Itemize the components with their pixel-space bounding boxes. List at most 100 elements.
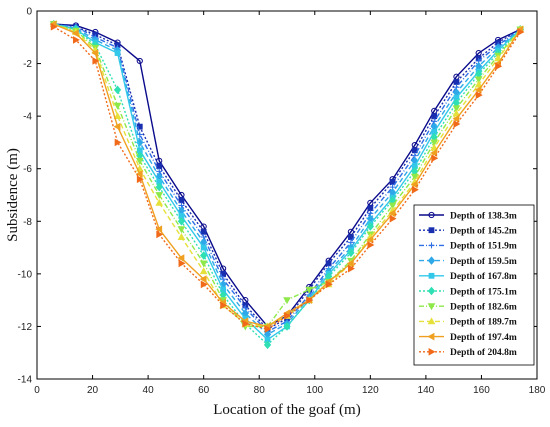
x-axis-title: Location of the goaf (m) bbox=[213, 402, 360, 418]
x-tick-label: 160 bbox=[473, 385, 490, 396]
data-point bbox=[410, 173, 419, 181]
data-point bbox=[199, 267, 208, 275]
data-point bbox=[452, 114, 460, 123]
data-point bbox=[388, 202, 397, 210]
data-point bbox=[199, 260, 208, 268]
data-point bbox=[495, 62, 503, 71]
data-point bbox=[50, 22, 58, 31]
legend-label: Depth of 151.9m bbox=[450, 242, 517, 252]
data-point bbox=[431, 113, 438, 120]
y-tick-label: -6 bbox=[23, 164, 32, 175]
data-point bbox=[517, 28, 525, 36]
data-point bbox=[92, 57, 100, 65]
legend-swatch-marker bbox=[427, 332, 435, 341]
y-axis-title: Subsidence (m) bbox=[5, 148, 21, 242]
data-point bbox=[177, 226, 186, 234]
legend-swatch-marker bbox=[428, 272, 435, 279]
data-point bbox=[200, 244, 207, 251]
data-point bbox=[136, 175, 144, 184]
legend-label: Depth of 159.5m bbox=[450, 257, 517, 267]
data-point bbox=[177, 254, 185, 262]
x-tick-label: 20 bbox=[87, 385, 99, 396]
legend-entry: Depth of 138.3m bbox=[419, 211, 517, 221]
x-tick-label: 140 bbox=[418, 385, 435, 396]
data-point bbox=[306, 296, 314, 304]
legend-label: Depth of 175.1m bbox=[450, 287, 517, 297]
legend-label: Depth of 204.8m bbox=[450, 348, 517, 358]
data-point bbox=[242, 319, 250, 328]
data-point bbox=[156, 230, 164, 239]
series-layer bbox=[49, 19, 525, 350]
data-point bbox=[178, 259, 186, 268]
data-point bbox=[410, 180, 418, 189]
y-tick-label: -12 bbox=[18, 322, 33, 333]
data-point bbox=[346, 259, 354, 268]
axis-ticks: 0 20 40 60 80 100 120 140 160 180 0 -2 -4 -6 -8 -10 -12 -… bbox=[18, 7, 546, 397]
legend-swatch-marker bbox=[428, 347, 436, 356]
y-tick-label: -10 bbox=[18, 269, 33, 280]
data-point bbox=[366, 235, 374, 244]
legend-entry: Depth of 167.8m bbox=[419, 272, 517, 282]
y-tick-label: -8 bbox=[23, 217, 32, 228]
legend-label: Depth of 167.8m bbox=[450, 272, 517, 282]
legend-entry: Depth of 189.7m bbox=[419, 317, 517, 328]
x-tick-label: 180 bbox=[529, 385, 546, 396]
legend-swatch-marker bbox=[428, 227, 435, 234]
data-point bbox=[367, 205, 374, 212]
legend-swatch-marker bbox=[427, 256, 436, 265]
data-point bbox=[452, 109, 461, 117]
legend-swatch-marker bbox=[427, 303, 436, 311]
y-tick-label: -4 bbox=[23, 112, 32, 123]
x-tick-label: 100 bbox=[306, 385, 323, 396]
data-point bbox=[389, 178, 396, 185]
data-point bbox=[283, 322, 291, 331]
data-point bbox=[453, 120, 461, 128]
data-point bbox=[135, 170, 143, 178]
x-tick-label: 120 bbox=[362, 385, 379, 396]
legend-entry: Depth of 151.9m bbox=[419, 242, 517, 252]
data-point bbox=[177, 233, 186, 240]
legend-entry: Depth of 204.8m bbox=[419, 347, 517, 358]
data-point bbox=[284, 312, 292, 320]
legend-label: Depth of 138.3m bbox=[450, 211, 517, 221]
data-point bbox=[113, 112, 122, 120]
legend-entry: Depth of 182.6m bbox=[419, 303, 517, 313]
legend-swatch-marker bbox=[428, 242, 435, 249]
data-point bbox=[263, 340, 272, 350]
data-point bbox=[114, 138, 122, 147]
data-point bbox=[430, 139, 439, 147]
legend-entry: Depth of 197.4m bbox=[419, 332, 517, 343]
data-point bbox=[283, 297, 291, 305]
data-point bbox=[220, 301, 228, 310]
y-tick-label: -2 bbox=[23, 59, 32, 70]
legend-entry: Depth of 175.1m bbox=[419, 286, 517, 297]
x-tick-label: 80 bbox=[254, 385, 266, 396]
data-point bbox=[325, 280, 333, 289]
data-point bbox=[200, 251, 208, 260]
legend: Depth of 138.3m Depth of 145.2m Depth of 1… bbox=[413, 204, 535, 366]
legend-swatch-marker bbox=[427, 286, 436, 296]
legend-swatch-marker bbox=[427, 317, 436, 325]
data-point bbox=[494, 54, 502, 62]
data-point bbox=[135, 157, 144, 165]
series-10 bbox=[50, 22, 525, 333]
data-point bbox=[200, 228, 207, 235]
data-point bbox=[430, 149, 438, 157]
data-point bbox=[411, 185, 419, 194]
data-point bbox=[367, 241, 375, 249]
y-tick-label: -14 bbox=[18, 375, 33, 386]
legend-label: Depth of 197.4m bbox=[450, 333, 517, 343]
data-point bbox=[325, 260, 332, 267]
data-point bbox=[347, 264, 355, 273]
x-tick-label: 40 bbox=[143, 385, 155, 396]
data-point bbox=[155, 225, 163, 234]
legend-label: Depth of 145.2m bbox=[450, 227, 517, 237]
data-point bbox=[200, 280, 208, 289]
data-point bbox=[71, 29, 79, 38]
data-point bbox=[155, 192, 164, 200]
legend-label: Depth of 182.6m bbox=[450, 303, 517, 313]
legend-label: Depth of 189.7m bbox=[450, 318, 517, 328]
x-tick-label: 0 bbox=[34, 385, 40, 396]
data-point bbox=[113, 85, 122, 95]
data-point bbox=[113, 122, 121, 131]
